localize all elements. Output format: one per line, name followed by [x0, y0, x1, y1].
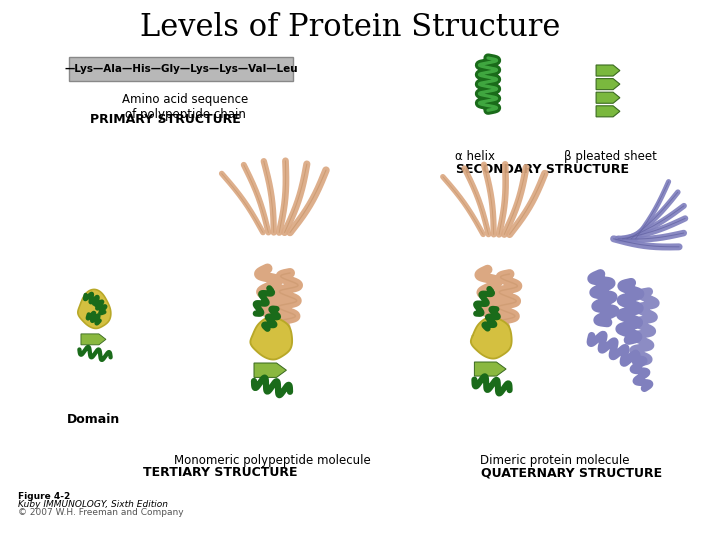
FancyBboxPatch shape — [69, 57, 293, 81]
Text: α helix: α helix — [455, 150, 495, 163]
Polygon shape — [474, 362, 506, 376]
Polygon shape — [596, 92, 620, 103]
Text: Figure 4-2: Figure 4-2 — [18, 492, 71, 501]
Text: Dimeric protein molecule: Dimeric protein molecule — [480, 454, 630, 467]
Text: Kuby IMMUNOLOGY, Sixth Edition: Kuby IMMUNOLOGY, Sixth Edition — [18, 500, 168, 509]
Text: Domain: Domain — [66, 413, 120, 426]
Polygon shape — [596, 106, 620, 117]
Polygon shape — [596, 79, 620, 90]
Text: Amino acid sequence
of polypeptide chain: Amino acid sequence of polypeptide chain — [122, 93, 248, 121]
Polygon shape — [81, 334, 106, 345]
Text: SECONDARY STRUCTURE: SECONDARY STRUCTURE — [456, 163, 629, 176]
Text: Levels of Protein Structure: Levels of Protein Structure — [140, 12, 560, 44]
Text: —Lys—Ala—His—Gly—Lys—Lys—Val—Leu: —Lys—Ala—His—Gly—Lys—Lys—Val—Leu — [64, 64, 298, 74]
Polygon shape — [254, 363, 287, 377]
Text: TERTIARY STRUCTURE: TERTIARY STRUCTURE — [143, 466, 297, 479]
Text: PRIMARY STRUCTURE: PRIMARY STRUCTURE — [89, 113, 240, 126]
Polygon shape — [596, 65, 620, 76]
Text: β pleated sheet: β pleated sheet — [564, 150, 657, 163]
Polygon shape — [251, 316, 292, 360]
Text: QUATERNARY STRUCTURE: QUATERNARY STRUCTURE — [482, 466, 662, 479]
Text: © 2007 W.H. Freeman and Company: © 2007 W.H. Freeman and Company — [18, 508, 184, 517]
Text: Monomeric polypeptide molecule: Monomeric polypeptide molecule — [174, 454, 370, 467]
Polygon shape — [78, 289, 111, 328]
Polygon shape — [471, 316, 512, 359]
